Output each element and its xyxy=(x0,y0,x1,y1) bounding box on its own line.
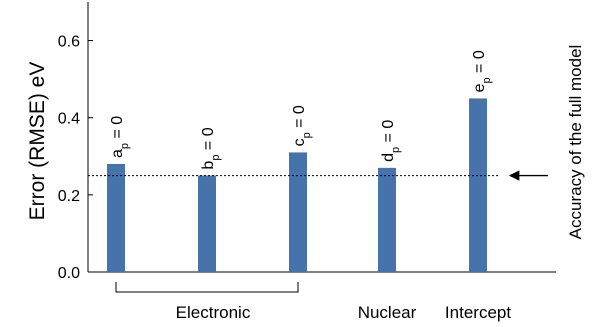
bar-label-letter: a xyxy=(109,149,126,158)
group-bracket-electronic xyxy=(115,282,299,293)
group-label-electronic: Electronic xyxy=(176,303,251,322)
bar-e xyxy=(469,98,487,272)
group-label-intercept: Intercept xyxy=(445,303,511,322)
bar-label-subscript: p xyxy=(481,77,493,83)
full-model-annotation: Accuracy of the full model xyxy=(566,45,585,240)
y-tick-label: 0.6 xyxy=(58,34,80,51)
bar-a xyxy=(107,164,125,272)
bar-label-equation: = 0 xyxy=(200,127,217,154)
bar-label-subscript: p xyxy=(390,147,402,153)
bar-label-e: ep = 0 xyxy=(471,50,493,92)
y-tick-label: 0.2 xyxy=(58,188,80,205)
bar-label-b: bp = 0 xyxy=(200,127,222,169)
bar-c xyxy=(289,152,307,272)
bar-label-equation: = 0 xyxy=(109,116,126,143)
bar-label-c: cp = 0 xyxy=(291,105,313,146)
bar-b xyxy=(198,175,216,272)
bar-label-subscript: p xyxy=(301,132,313,138)
bar-label-letter: e xyxy=(471,83,488,92)
bar-d xyxy=(378,167,396,272)
bar-label-equation: = 0 xyxy=(471,50,488,77)
bar-label-letter: d xyxy=(380,153,397,162)
bar-label-a: ap = 0 xyxy=(109,116,131,158)
bar-label-subscript: p xyxy=(119,143,131,149)
bar-label-equation: = 0 xyxy=(291,105,308,132)
y-tick-label: 0.4 xyxy=(58,111,80,128)
bar-label-letter: b xyxy=(200,161,217,170)
y-tick-label: 0.0 xyxy=(58,265,80,282)
y-axis-title: Error (RMSE) eV xyxy=(26,62,49,221)
bar-label-subscript: p xyxy=(210,155,222,161)
bar-label-d: dp = 0 xyxy=(380,120,402,162)
group-label-nuclear: Nuclear xyxy=(358,303,417,322)
bar-label-letter: c xyxy=(291,138,308,146)
bar-label-equation: = 0 xyxy=(380,120,397,147)
